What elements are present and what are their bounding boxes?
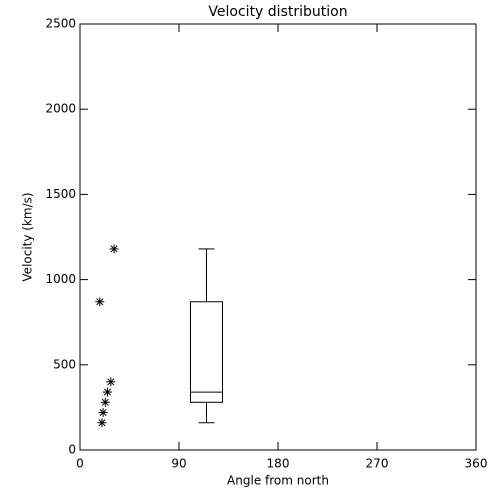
x-tick-label: 90 xyxy=(171,457,186,471)
plot-frame xyxy=(79,23,477,451)
point-stroke xyxy=(98,419,106,427)
x-tick-label: 0 xyxy=(76,457,84,471)
y-tick-label: 1500 xyxy=(45,187,76,201)
y-tick-label: 2500 xyxy=(45,17,76,31)
point-stroke xyxy=(110,245,118,253)
point xyxy=(109,244,119,254)
x-tick-label: 270 xyxy=(366,457,389,471)
box xyxy=(190,301,223,403)
point xyxy=(100,397,110,407)
point xyxy=(98,408,108,418)
y-axis-label: Velocity (km/s) xyxy=(21,192,35,281)
point xyxy=(97,418,107,428)
point xyxy=(95,297,105,307)
y-tick-label: 0 xyxy=(68,443,76,457)
point-stroke xyxy=(101,398,109,406)
chart-title: Velocity distribution xyxy=(208,4,347,20)
x-tick-label: 180 xyxy=(267,457,290,471)
y-tick-label: 500 xyxy=(53,357,76,371)
point-stroke xyxy=(99,409,107,417)
point-stroke xyxy=(96,298,104,306)
x-tick-label: 360 xyxy=(465,457,488,471)
point-stroke xyxy=(107,378,115,386)
point xyxy=(106,377,116,387)
point xyxy=(103,387,112,397)
y-tick-label: 2000 xyxy=(45,102,76,116)
x-axis-label: Angle from north xyxy=(227,474,329,488)
point-stroke xyxy=(103,388,112,396)
y-tick-label: 1000 xyxy=(45,272,76,286)
